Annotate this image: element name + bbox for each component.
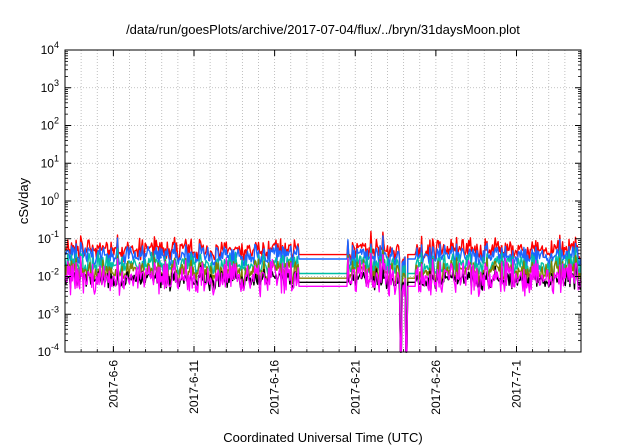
x-tick-label: 2017-7-1 — [510, 360, 524, 408]
series-line — [64, 252, 582, 353]
x-tick-label: 2017-6-21 — [348, 360, 362, 415]
series-line — [64, 247, 582, 353]
y-tick-label: 102 — [41, 116, 59, 133]
y-tick-label: 10-1 — [38, 229, 59, 246]
y-tick-label: 103 — [41, 78, 59, 95]
x-tick-label: 2017-6-16 — [268, 360, 282, 415]
chart-title: /data/run/goesPlots/archive/2017-07-04/f… — [126, 22, 520, 37]
grid — [65, 50, 581, 352]
series-line — [64, 230, 582, 353]
y-tick-label: 10-3 — [38, 304, 59, 321]
y-tick-label: 10-4 — [38, 342, 59, 359]
x-axis: 2017-6-6 2017-6-11 2017-6-16 2017-6-21 2017-… — [80, 50, 566, 415]
x-axis-label: Coordinated Universal Time (UTC) — [223, 430, 422, 445]
series-group — [64, 230, 582, 353]
y-axis: 10-4 10-3 10-2 10-1 100 101 102 103 104 — [38, 40, 581, 359]
y-tick-label: 104 — [41, 40, 59, 57]
y-axis-label: cSv/day — [16, 177, 31, 224]
x-tick-label: 2017-6-6 — [106, 360, 120, 408]
y-tick-label: 10-2 — [38, 267, 59, 284]
x-tick-label: 2017-6-11 — [187, 360, 201, 414]
y-tick-label: 100 — [41, 191, 59, 208]
x-tick-label: 2017-6-26 — [429, 360, 443, 415]
y-tick-label: 101 — [41, 153, 59, 170]
